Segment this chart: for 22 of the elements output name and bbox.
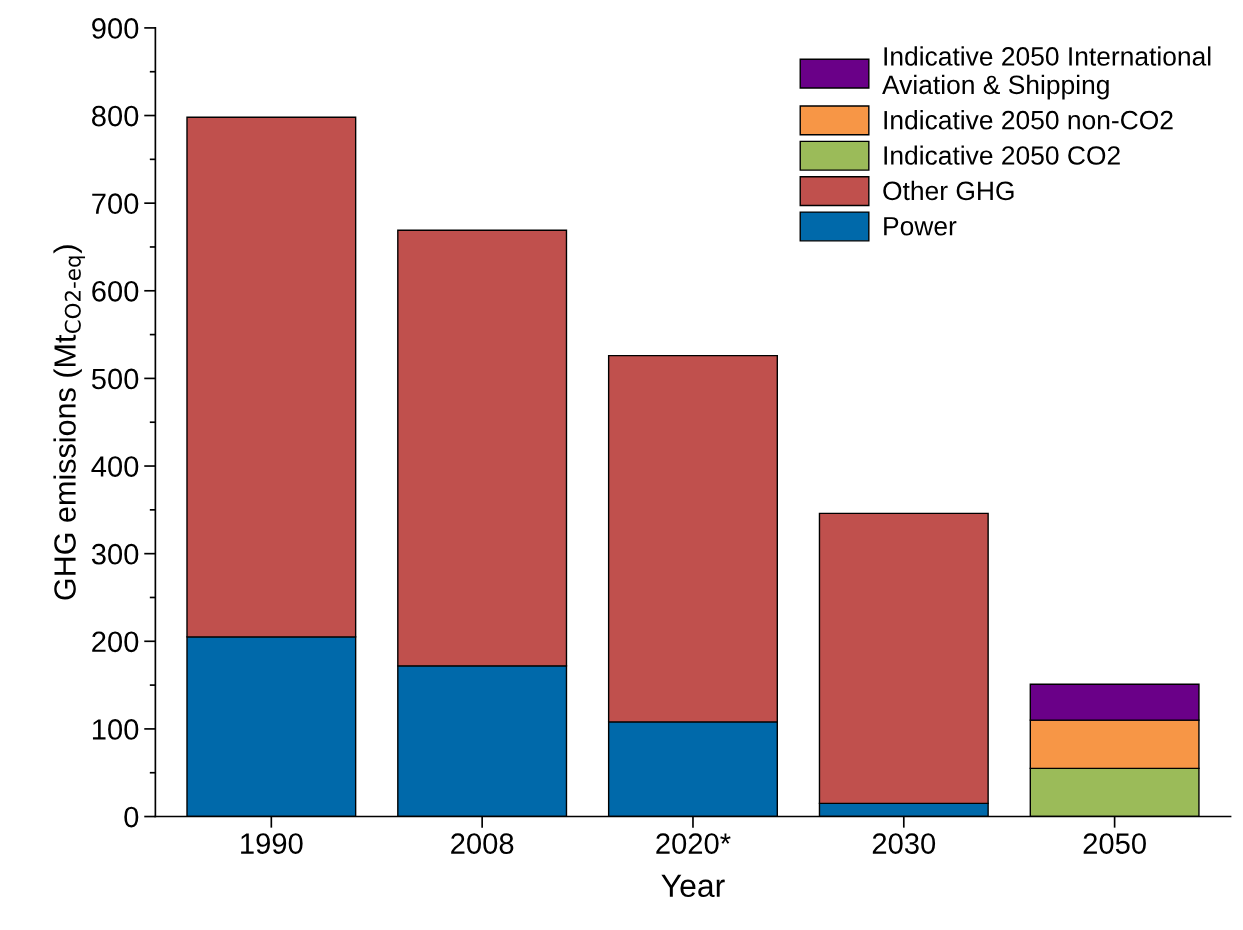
legend-label: Power [884,217,957,236]
x-tick-label: 2020* [656,833,731,854]
legend-label: Indicative 2050 International Aviation & Shipping [882,46,1211,100]
x-tick-label: 1990 [241,833,303,854]
x-tick-label: 2008 [451,833,514,854]
x-tick-label: 2030 [872,833,936,854]
y-axis-title: GHG emissions (Mt$_{CO2-eq}$) [53,245,86,600]
y-tick-label: 500 [91,368,139,390]
y-tick-label: 400 [91,456,139,477]
legend-label: Indicative 2050 non-CO2 [884,110,1173,130]
y-tick-label: 700 [92,193,139,215]
y-tick-label: 200 [92,631,139,653]
y-tick-label: 100 [92,719,139,740]
y-tick-label: 300 [91,543,139,565]
y-tick-label: 0 [124,806,139,828]
y-tick-label: 800 [92,105,139,127]
legend-label: Other GHG [883,180,1014,201]
x-axis-title: Year [661,874,725,898]
y-tick-label: 900 [92,18,139,39]
x-tick-label: 2050 [1083,833,1146,854]
y-tick-label: 600 [92,280,139,302]
legend-label: Indicative 2050 CO2 [884,145,1120,165]
